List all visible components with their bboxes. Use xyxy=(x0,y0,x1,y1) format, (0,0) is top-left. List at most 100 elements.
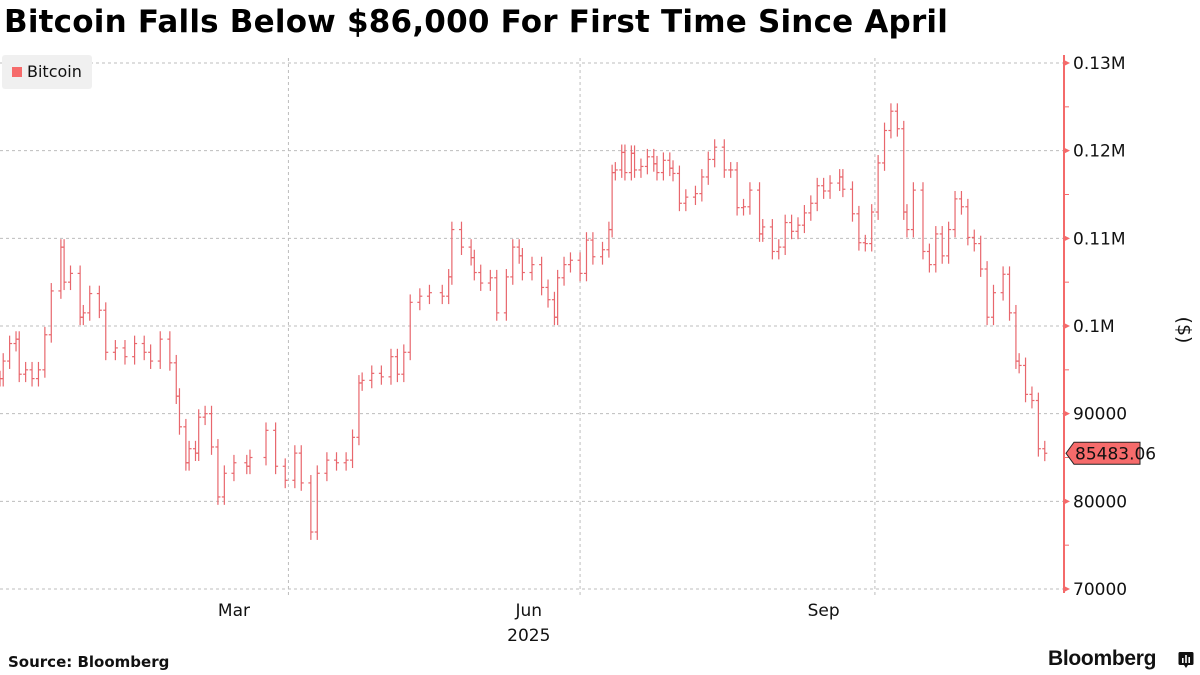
price-bar xyxy=(23,361,29,383)
price-bar xyxy=(875,155,881,220)
price-bar xyxy=(1000,266,1006,301)
y-tick-mark xyxy=(1064,323,1070,329)
price-bar xyxy=(628,145,634,181)
price-bar xyxy=(426,284,432,305)
price-bar xyxy=(757,182,763,242)
y-tick-mark xyxy=(1064,498,1070,505)
price-bar xyxy=(622,144,628,181)
price-bar xyxy=(458,221,464,255)
price-bar xyxy=(196,409,202,462)
price-bar xyxy=(350,429,356,469)
price-bar xyxy=(910,182,916,238)
price-bar xyxy=(407,294,413,361)
price-bar xyxy=(760,219,766,242)
price-bar xyxy=(141,335,147,361)
price-bar xyxy=(801,205,807,234)
price-bar xyxy=(670,160,676,182)
price-bar xyxy=(314,465,320,540)
price-bar xyxy=(510,239,516,285)
price-bar xyxy=(1035,392,1041,457)
y-tick-label: 90000 xyxy=(1073,405,1127,425)
y-axis-label: ($) xyxy=(1173,317,1195,344)
price-bar xyxy=(894,103,900,137)
price-bar xyxy=(292,445,298,489)
price-bar xyxy=(388,348,394,385)
price-bar xyxy=(215,439,221,505)
price-bar xyxy=(840,169,846,198)
price-bar xyxy=(7,335,13,369)
price-bar xyxy=(394,348,400,383)
price-bar xyxy=(96,285,102,319)
price-bar xyxy=(827,175,833,199)
price-bar xyxy=(359,372,365,391)
price-bar xyxy=(16,331,22,383)
y-tick-mark xyxy=(1064,60,1070,66)
y-tick-mark xyxy=(1064,586,1070,592)
price-bar xyxy=(148,344,154,369)
price-bar xyxy=(273,422,279,475)
last-value-label: 85483.06 xyxy=(1075,444,1156,464)
price-bar xyxy=(61,239,67,291)
price-bar xyxy=(814,177,820,212)
price-bar xyxy=(654,155,660,181)
price-bar xyxy=(667,152,673,177)
price-bar xyxy=(446,269,452,305)
price-bar xyxy=(487,269,493,291)
price-bar xyxy=(417,288,423,311)
price-bar xyxy=(600,241,606,265)
price-bar xyxy=(741,198,747,216)
last-value-badge xyxy=(1065,441,1141,465)
price-bar xyxy=(699,169,705,202)
price-bar xyxy=(247,449,253,475)
price-bar xyxy=(77,265,83,326)
gridlines xyxy=(0,58,1064,597)
price-bar xyxy=(638,158,644,178)
legend: Bitcoin xyxy=(2,55,92,89)
price-bar xyxy=(849,181,855,222)
x-tick-label: Jun xyxy=(515,601,543,621)
price-bar xyxy=(298,445,304,491)
price-bar xyxy=(952,190,958,238)
x-tick-label: Mar xyxy=(218,601,250,621)
price-bar xyxy=(821,177,827,199)
price-bar xyxy=(80,304,86,326)
price-bar xyxy=(734,162,740,216)
price-bar xyxy=(856,205,862,251)
price-bar xyxy=(837,169,843,191)
price-bar xyxy=(478,264,484,291)
price-bar xyxy=(551,291,557,326)
price-bar xyxy=(157,331,163,369)
price-bar xyxy=(1042,440,1048,462)
price-bar xyxy=(471,249,477,281)
price-bar xyxy=(705,151,711,185)
y-tick-label: 0.11M xyxy=(1073,229,1126,249)
price-bar xyxy=(1007,266,1013,321)
price-bar xyxy=(176,388,182,435)
price-bar xyxy=(324,452,330,482)
price-bar xyxy=(378,365,384,385)
price-bar xyxy=(539,256,545,296)
price-bar xyxy=(439,284,445,305)
price-bar xyxy=(529,256,535,281)
price-bar xyxy=(978,235,984,277)
x-year-label: 2025 xyxy=(507,626,550,646)
price-bar xyxy=(35,361,41,387)
price-bar xyxy=(606,221,612,258)
price-bar xyxy=(263,422,269,466)
price-bar xyxy=(356,375,362,446)
price-bar xyxy=(712,139,718,168)
price-bar xyxy=(882,122,888,171)
price-bar xyxy=(795,217,801,240)
price-bar xyxy=(583,232,589,282)
price-bar xyxy=(68,265,74,291)
price-bar xyxy=(808,195,814,221)
price-bar xyxy=(1016,353,1022,374)
price-bar xyxy=(334,452,340,471)
y-tick-label: 0.1M xyxy=(1073,317,1115,337)
price-bar xyxy=(244,454,250,475)
price-bar xyxy=(644,148,650,175)
chart-title: Bitcoin Falls Below $86,000 For First Ti… xyxy=(4,4,949,40)
price-bar xyxy=(1023,357,1029,403)
price-bar xyxy=(0,353,6,387)
y-tick-mark xyxy=(1064,147,1070,154)
